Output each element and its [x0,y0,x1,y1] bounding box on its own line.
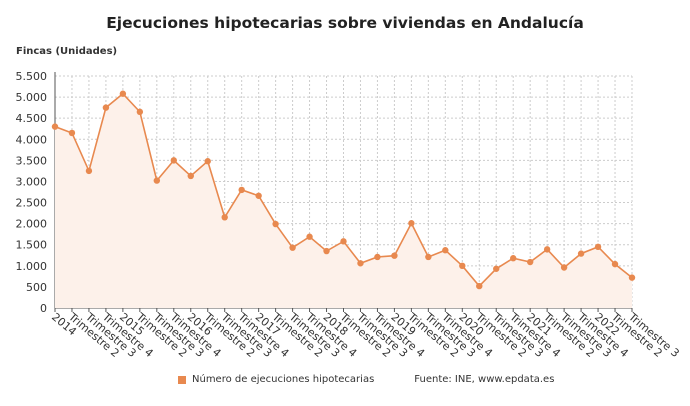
y-tick-label: 4.000 [16,133,48,146]
data-point [526,258,534,266]
data-point [306,233,313,240]
data-point [68,129,76,137]
y-axis-label: Fincas (Unidades) [16,46,118,57]
data-point [170,157,177,164]
data-point [153,177,161,184]
data-point [628,274,636,281]
data-point [577,250,585,257]
legend: Número de ejecuciones hipotecarias Fuent… [178,374,554,385]
data-point [51,123,59,130]
data-point [594,243,602,251]
y-tick-label: 5.000 [16,91,48,104]
data-point [611,260,619,268]
data-point [323,247,330,255]
data-point [136,108,144,116]
legend-label: Número de ejecuciones hipotecarias [192,374,375,385]
data-point [425,253,432,261]
series-area [55,93,632,308]
data-point [560,264,568,271]
y-tick-label: 2.000 [16,218,48,231]
data-point [102,104,110,111]
data-point [119,90,127,97]
data-point [374,253,381,261]
data-point [543,246,551,253]
data-point [476,282,483,290]
y-tick-label: 2.500 [16,197,48,210]
data-point [340,238,347,245]
data-point [204,158,211,165]
y-tick-label: 3.000 [16,175,48,188]
data-point [272,220,279,228]
y-tick-label: 4.500 [16,112,48,125]
data-point [187,172,194,180]
data-point [255,192,262,199]
y-tick-label: 0 [40,302,47,315]
data-point [238,186,245,194]
chart-title: Ejecuciones hipotecarias sobre viviendas… [106,14,584,32]
y-tick-label: 500 [26,281,47,294]
data-point [289,244,296,251]
legend-swatch [178,375,186,384]
data-point [357,260,364,267]
data-point [493,265,500,272]
source-text: Fuente: INE, www.epdata.es [414,374,555,385]
y-tick-label: 1.500 [16,239,48,252]
y-tick-label: 1.000 [16,260,48,273]
data-point [391,252,398,259]
data-point [85,167,93,175]
data-point [459,262,466,270]
y-tick-label: 3.500 [16,154,48,167]
data-point [408,220,415,227]
data-point [221,214,228,221]
data-point [510,255,517,262]
y-tick-label: 5.500 [16,70,48,83]
data-point [442,247,449,254]
